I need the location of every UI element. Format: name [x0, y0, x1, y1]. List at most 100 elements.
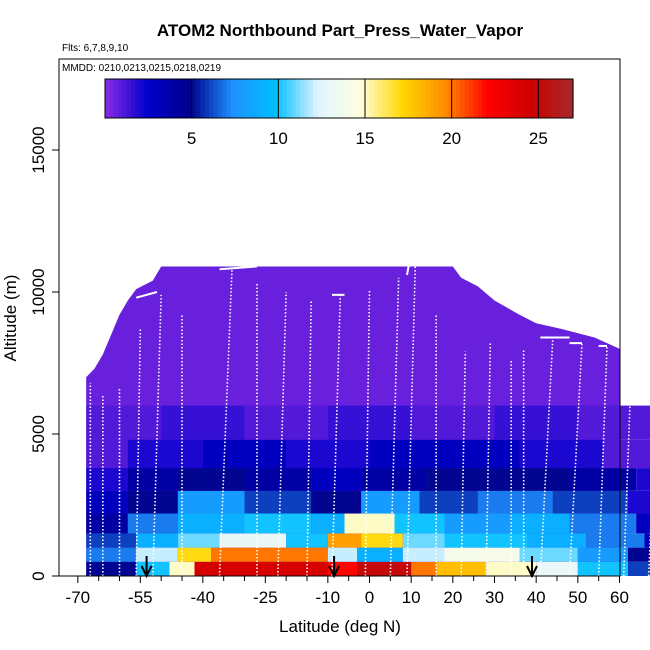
profile-line-16 [485, 343, 492, 577]
heatmap-cell-0-10 [536, 561, 578, 576]
colorbar-swatch-101 [542, 79, 548, 118]
colorbar-swatch-21 [196, 79, 201, 118]
heatmap-cell-5-0 [86, 468, 128, 491]
heatmap-cell-4-4 [311, 490, 362, 514]
heatmap-cell-7-4 [411, 405, 495, 440]
colorbar-swatch-15 [170, 79, 175, 118]
colorbar-swatch-45 [300, 79, 305, 118]
colorbar-swatch-23 [204, 79, 210, 118]
colorbar-swatch-13 [161, 79, 167, 118]
colorbar-swatch-46 [304, 79, 310, 118]
colorbar-swatch-37 [265, 79, 271, 118]
profile-line-13 [406, 263, 417, 577]
colorbar-swatch-86 [477, 79, 483, 118]
heatmap-cell-2-6 [361, 533, 403, 548]
heatmap-cell-5-7 [494, 468, 570, 491]
colorbar-swatch-20 [191, 79, 197, 118]
heatmap-cell-2-10 [586, 533, 645, 548]
heatmap-cell-1-6 [402, 547, 445, 562]
heatmap-cell-6-6 [519, 439, 603, 469]
axes: -70-55-40-25-100102030405060708005000100… [29, 126, 629, 607]
heatmap-cell-0-3 [194, 561, 220, 576]
heatmap-cell-5-6 [427, 468, 495, 491]
colorbar-swatch-27 [222, 79, 227, 118]
x-tick-label-11: 60 [610, 588, 629, 607]
heatmap-cell-2-0 [86, 533, 137, 548]
heatmap-cell-5-5 [361, 468, 428, 491]
heatmap-cell-4-1 [127, 490, 178, 514]
heatmap-cell-5-2 [177, 468, 245, 491]
plot-area [86, 252, 650, 579]
heatmap-cell-2-1 [136, 533, 178, 548]
x-tick-label-5: 0 [365, 588, 374, 607]
colorbar-swatch-73 [421, 79, 427, 118]
heatmap-cell-3-7 [444, 513, 512, 534]
heatmap-cell-2-3 [219, 533, 287, 548]
colorbar-swatch-79 [447, 79, 453, 118]
profile-line-6 [218, 269, 233, 577]
heatmap-cell-7-3 [327, 405, 412, 440]
heatmap-cell-3-2 [177, 513, 245, 534]
colorbar-swatch-72 [417, 79, 422, 118]
heatmap-cell-4-8 [552, 490, 628, 514]
heatmap-cell-0-0 [86, 561, 137, 576]
colorbar-swatch-35 [256, 79, 262, 118]
colorbar-swatch-107 [568, 79, 574, 118]
colorbar-swatch-39 [274, 79, 279, 118]
heatmap-cell-7-5 [494, 405, 578, 440]
colorbar-swatch-102 [547, 79, 552, 118]
heatmap-cell-4-9 [627, 490, 650, 514]
colorbar-swatch-44 [295, 79, 301, 118]
colorbar-swatch-5 [126, 79, 132, 118]
colorbar-swatch-76 [434, 79, 440, 118]
heatmap-cell-6-4 [369, 439, 445, 469]
y-tick-label-3: 15000 [29, 126, 48, 173]
colorbar-swatch-53 [334, 79, 340, 118]
x-tick-label-9: 40 [527, 588, 546, 607]
heatmap-cell-4-0 [86, 490, 128, 514]
heatmap-cell-1-0 [86, 547, 137, 562]
colorbar-swatch-93 [508, 79, 513, 118]
heatmap-cell-5-1 [127, 468, 178, 491]
colorbar-swatch-22 [200, 79, 206, 118]
profile-line-15 [460, 351, 467, 577]
colorbar-tick-label-0: 5 [187, 129, 196, 148]
heatmap-cell-6-0 [86, 439, 128, 469]
heatmap-cell-3-1 [127, 513, 178, 534]
heatmap-cell-3-8 [511, 513, 570, 534]
colorbar-swatch-98 [529, 79, 535, 118]
heatmap-cell-2-5 [327, 533, 362, 548]
x-tick-label-0: -70 [66, 588, 91, 607]
heatmap-cell-1-5 [357, 547, 403, 562]
colorbar-swatch-18 [183, 79, 188, 118]
x-tick-label-10: 50 [568, 588, 587, 607]
colorbar-swatch-89 [490, 79, 496, 118]
colorbar-swatch-0 [105, 79, 110, 118]
colorbar-swatch-55 [343, 79, 349, 118]
flight-track-0 [219, 265, 258, 271]
colorbar-swatch-95 [516, 79, 522, 118]
colorbar-swatch-100 [538, 79, 544, 118]
heatmap-cell-4-7 [477, 490, 553, 514]
colorbar-swatch-50 [321, 79, 327, 118]
colorbar-swatch-16 [174, 79, 180, 118]
colorbar-swatch-30 [235, 79, 240, 118]
colorbar-swatch-104 [555, 79, 561, 118]
x-tick-label-4: -10 [316, 588, 341, 607]
heatmap-cell-1-1 [136, 547, 178, 562]
heatmap-cell-7-6 [577, 405, 650, 440]
colorbar-swatch-34 [252, 79, 258, 118]
profile-line-3 [135, 328, 142, 577]
heatmap-cell-7-2 [244, 405, 328, 440]
colorbar-swatch-58 [356, 79, 362, 118]
colorbar-swatch-40 [278, 79, 284, 118]
colorbar-tick-label-2: 15 [356, 129, 375, 148]
x-tick-label-2: -40 [191, 588, 216, 607]
heatmap-cell-5-4 [311, 468, 362, 491]
colorbar-swatch-103 [551, 79, 557, 118]
colorbar-swatch-19 [187, 79, 193, 118]
heatmap-cell-4-5 [361, 490, 420, 514]
colorbar-swatch-62 [373, 79, 379, 118]
heatmap-cell-6-5 [444, 439, 520, 469]
colorbar-swatch-7 [135, 79, 141, 118]
